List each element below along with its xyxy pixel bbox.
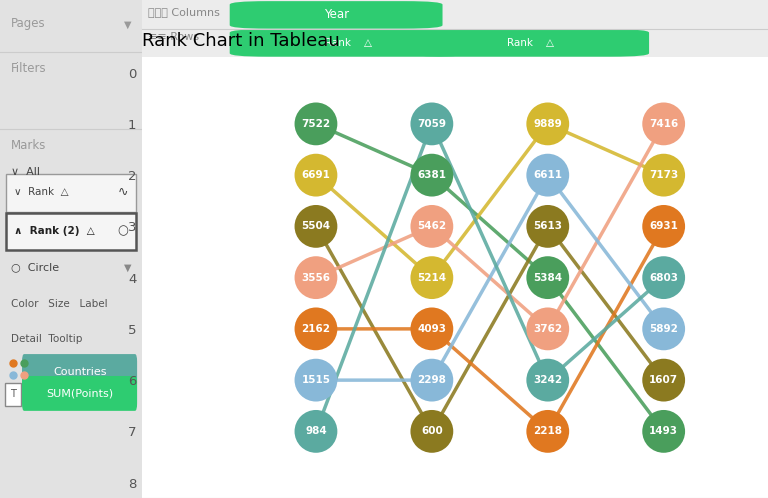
Point (657, 427, 670, 435)
Text: Detail  Tooltip: Detail Tooltip (12, 334, 83, 344)
Point (425, 325, 438, 333)
Text: ∨  All: ∨ All (12, 167, 41, 177)
Point (541, 171, 554, 179)
Text: 6931: 6931 (649, 222, 678, 232)
Text: ▼: ▼ (124, 20, 131, 30)
Text: 7059: 7059 (417, 119, 446, 129)
Text: 1493: 1493 (649, 426, 678, 436)
Point (310, 325, 322, 333)
Point (657, 273, 670, 281)
Text: 7416: 7416 (649, 119, 678, 129)
Text: 2162: 2162 (302, 324, 330, 334)
Text: ∧  Rank (2)  △: ∧ Rank (2) △ (14, 226, 95, 236)
Text: 2298: 2298 (418, 375, 446, 385)
FancyBboxPatch shape (22, 354, 137, 389)
Text: 3762: 3762 (533, 324, 562, 334)
Point (541, 273, 554, 281)
Point (657, 120, 670, 128)
Text: Year: Year (323, 8, 349, 21)
Text: Countries: Countries (54, 367, 107, 376)
Text: 600: 600 (421, 426, 442, 436)
Point (425, 120, 438, 128)
Point (425, 376, 438, 384)
Text: ○  Circle: ○ Circle (12, 262, 59, 272)
FancyBboxPatch shape (230, 1, 442, 28)
Point (657, 223, 670, 231)
Point (541, 325, 554, 333)
Point (310, 427, 322, 435)
Point (541, 376, 554, 384)
Point (310, 223, 322, 231)
FancyBboxPatch shape (5, 213, 137, 250)
Text: 7522: 7522 (301, 119, 330, 129)
Text: T: T (10, 389, 15, 399)
FancyBboxPatch shape (22, 376, 137, 411)
Text: 1607: 1607 (649, 375, 678, 385)
Point (310, 120, 322, 128)
Text: 4093: 4093 (417, 324, 446, 334)
Point (310, 273, 322, 281)
Text: ∨  Rank  △: ∨ Rank △ (14, 187, 69, 197)
Point (541, 223, 554, 231)
Point (541, 120, 554, 128)
Text: 6381: 6381 (417, 170, 446, 180)
Text: 6803: 6803 (649, 272, 678, 283)
Text: ▼: ▼ (124, 262, 131, 272)
Point (657, 376, 670, 384)
Text: Pages: Pages (12, 17, 46, 30)
Text: ⫿⫿⫿ Columns: ⫿⫿⫿ Columns (148, 7, 220, 17)
Text: 984: 984 (305, 426, 327, 436)
Text: 1515: 1515 (302, 375, 330, 385)
Text: 5892: 5892 (649, 324, 678, 334)
Text: 5613: 5613 (533, 222, 562, 232)
Text: ≡≡ Rows: ≡≡ Rows (148, 32, 200, 42)
Point (310, 376, 322, 384)
Text: ○: ○ (117, 224, 127, 237)
FancyBboxPatch shape (411, 29, 649, 57)
Text: 6611: 6611 (533, 170, 562, 180)
Text: 5384: 5384 (533, 272, 562, 283)
Text: 6691: 6691 (302, 170, 330, 180)
Text: SUM(Points): SUM(Points) (47, 388, 114, 398)
Text: Rank Chart in Tableau: Rank Chart in Tableau (142, 32, 339, 50)
Point (310, 171, 322, 179)
Text: Rank    △: Rank △ (325, 38, 372, 48)
Point (657, 171, 670, 179)
Point (425, 273, 438, 281)
Text: Marks: Marks (12, 139, 47, 152)
Text: 3242: 3242 (533, 375, 562, 385)
FancyBboxPatch shape (230, 29, 468, 57)
Text: ∿: ∿ (118, 186, 127, 199)
FancyBboxPatch shape (5, 383, 21, 406)
Text: Color   Size   Label: Color Size Label (12, 299, 108, 309)
Point (425, 427, 438, 435)
Point (657, 325, 670, 333)
Text: 5214: 5214 (417, 272, 446, 283)
Text: Rank    △: Rank △ (507, 38, 554, 48)
Text: 5504: 5504 (301, 222, 330, 232)
Text: 7173: 7173 (649, 170, 678, 180)
Point (425, 223, 438, 231)
Point (541, 427, 554, 435)
Point (425, 171, 438, 179)
Text: Filters: Filters (12, 62, 47, 75)
FancyBboxPatch shape (5, 174, 137, 212)
Text: 3556: 3556 (302, 272, 330, 283)
Text: 2218: 2218 (533, 426, 562, 436)
Text: 9889: 9889 (534, 119, 562, 129)
Text: 5462: 5462 (417, 222, 446, 232)
